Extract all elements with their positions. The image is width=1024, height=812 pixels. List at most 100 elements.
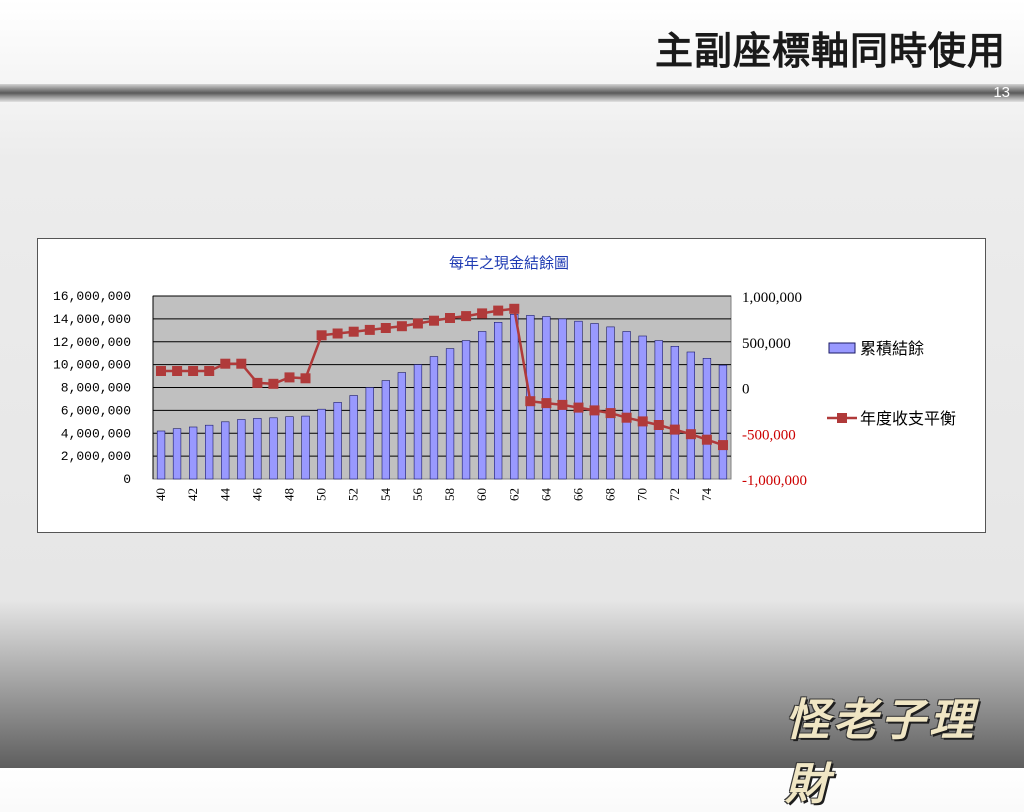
y-left-tick-label: 2,000,000 [61,449,131,464]
bar-cumulative-balance [172,428,182,480]
line-marker [669,424,680,435]
slide-title: 主副座標軸同時使用 [654,29,1006,73]
y-left-tick-label: 12,000,000 [53,335,131,350]
y-right-tick-label: 500,000 [742,336,791,352]
x-tick-label: 50 [314,488,329,501]
y-right-tick-label: -500,000 [742,427,796,443]
y-right-tick-label: -1,000,000 [742,473,807,489]
bar-cumulative-balance [269,417,278,480]
line-marker [685,429,696,440]
x-tick-label: 54 [378,488,393,502]
y-left-tick-label: 16,000,000 [53,289,131,304]
bar-cumulative-balance [397,372,406,480]
title-divider-bar [0,84,1024,102]
bar-cumulative-balance [189,426,198,480]
line-marker [557,399,568,410]
bar-cumulative-balance [461,340,471,480]
chart-title: 每年之現金結餘圖 [449,255,569,272]
bar-cumulative-balance [381,380,390,480]
bar-cumulative-balance [718,364,728,480]
bar-cumulative-balance [702,358,712,480]
x-tick-label: 58 [442,488,457,501]
legend-swatch-bar [828,342,856,354]
line-marker [348,326,359,337]
x-tick-label: 56 [410,488,425,502]
y-right-tick-label: 1,000,000 [742,290,802,306]
x-tick-label: 64 [538,488,553,502]
line-marker [477,308,488,319]
bar-cumulative-balance [638,335,647,480]
x-tick-label: 40 [153,488,168,501]
bar-cumulative-balance [590,323,599,480]
bar-cumulative-balance [477,331,487,480]
line-marker [364,324,375,335]
x-tick-label: 68 [603,488,618,501]
bar-cumulative-balance [205,424,214,480]
line-marker [236,358,247,369]
x-tick-label: 62 [506,488,521,501]
x-tick-label: 48 [282,488,297,501]
line-marker [396,321,407,332]
line-marker [653,420,664,430]
bar-cumulative-balance [285,416,294,480]
legend-label-bar: 累積結餘 [860,339,924,358]
line-marker [445,313,455,323]
x-tick-label: 60 [474,488,489,501]
bar-cumulative-balance [686,351,695,480]
line-marker [605,408,616,419]
legend-marker-line [837,413,847,423]
bar-cumulative-balance [237,419,246,480]
bar-cumulative-balance [542,316,551,480]
bar-cumulative-balance [301,415,310,480]
x-tick-label: 70 [635,488,650,501]
bar-cumulative-balance [221,421,230,480]
bar-cumulative-balance [253,418,262,480]
line-marker [412,318,423,329]
line-marker [316,330,327,341]
bar-cumulative-balance [445,348,455,480]
slide-page-number: 13 [993,84,1010,101]
line-marker [509,303,520,314]
line-marker [188,366,199,376]
bar-cumulative-balance [622,331,631,480]
line-marker [621,412,632,423]
bar-cumulative-balance [558,318,567,480]
bar-cumulative-balance [654,340,663,480]
bar-cumulative-balance [670,346,679,480]
line-marker [332,328,343,339]
bar-cumulative-balance [156,430,166,480]
line-marker [637,416,648,427]
legend-label-line: 年度收支平衡 [860,409,956,428]
line-marker [284,372,295,383]
line-marker [541,398,552,409]
line-marker [220,358,231,369]
bar-cumulative-balance [413,364,423,480]
line-marker [701,434,712,445]
line-marker [461,311,472,322]
x-tick-label: 52 [346,488,361,501]
y-right-tick-label: 0 [742,382,750,398]
x-tick-label: 46 [249,488,264,502]
line-marker [268,378,279,389]
combo-chart: 每年之現金結餘圖 0 2,000,000 4,000,000 6,000,000 8,0… [37,238,986,533]
y-left-tick-label: 8,000,000 [61,381,131,396]
line-marker [525,396,536,407]
line-marker [493,305,504,316]
y-left-tick-label: 6,000,000 [61,403,131,418]
brand-logo: 怪老子理財 [785,695,977,810]
line-marker [573,402,584,413]
line-marker [380,323,391,333]
bar-cumulative-balance [429,356,439,480]
line-marker [252,377,263,388]
chart-svg: 每年之現金結餘圖 0 2,000,000 4,000,000 6,000,000 8,0… [53,255,956,502]
y-left-tick-label: 0 [123,472,131,487]
x-tick-label: 42 [185,488,200,501]
bar-cumulative-balance [333,402,342,480]
y-left-tick-label: 14,000,000 [53,312,131,327]
y-left-tick-label: 4,000,000 [61,426,131,441]
line-marker [429,315,439,326]
bar-cumulative-balance [510,314,519,480]
line-marker [589,405,600,416]
line-marker [156,366,166,376]
x-tick-label: 72 [667,488,682,501]
